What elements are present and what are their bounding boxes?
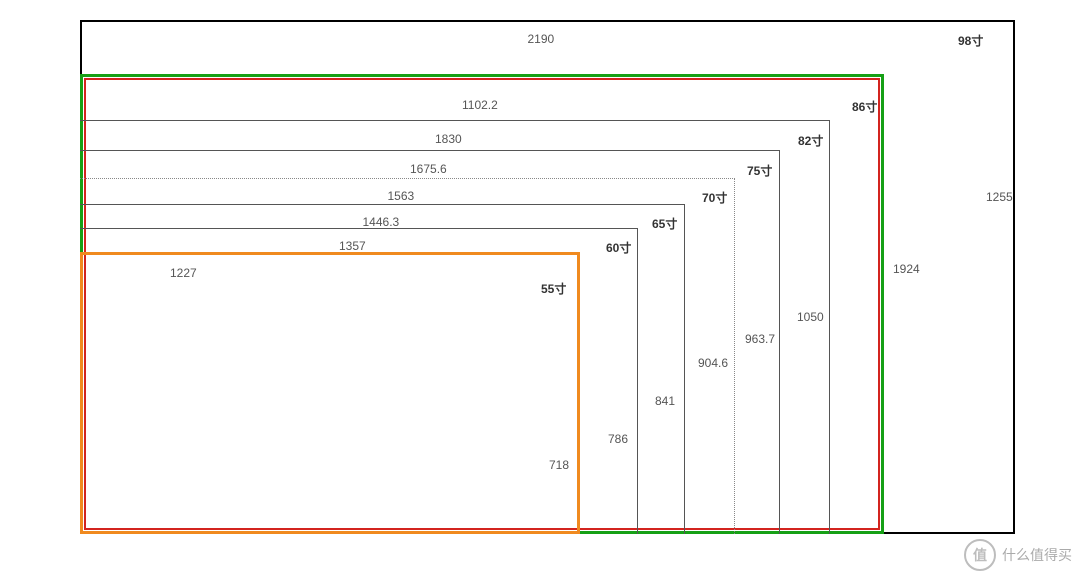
width-label-b55: 1227 <box>170 266 197 280</box>
size-label-b82: 82寸 <box>798 132 823 149</box>
height-label-b60: 786 <box>608 432 628 446</box>
width-label-b86: 1102.2 <box>462 98 498 112</box>
watermark-icon: 值 <box>964 539 996 571</box>
size-label-b65: 65寸 <box>652 215 677 232</box>
width-label-b82: 1830 <box>435 132 462 146</box>
height-label-b86: 1924 <box>893 262 920 276</box>
watermark-text: 什么值得买 <box>1002 545 1072 565</box>
size-label-b70: 70寸 <box>702 189 727 206</box>
size-label-b55: 55寸 <box>541 280 566 297</box>
width-label-b98: 2190 <box>528 32 555 46</box>
width-label-b75: 1675.6 <box>410 162 447 176</box>
size-label-b98: 98寸 <box>958 32 983 49</box>
size-label-b86: 86寸 <box>852 98 877 115</box>
watermark: 值 什么值得买 <box>964 539 1072 571</box>
width-label-b60: 1357 <box>339 239 366 253</box>
height-label-b82: 1050 <box>797 310 824 324</box>
tv-size-diagram: 2190 98寸 1255 1102.2 86寸 1924 1830 82寸 1050 1675.… <box>0 0 1080 579</box>
height-label-b70: 904.6 <box>698 356 728 370</box>
height-label-b55: 718 <box>549 458 569 472</box>
size-label-b60: 60寸 <box>606 239 631 256</box>
width-label-b70: 1563 <box>388 189 415 203</box>
screen-outline-b55 <box>80 252 580 534</box>
height-label-b98: 1255 <box>986 190 1013 204</box>
height-label-b65: 841 <box>655 394 675 408</box>
height-label-b75: 963.7 <box>745 332 775 346</box>
size-label-b75: 75寸 <box>747 162 772 179</box>
width-label-b65: 1446.3 <box>363 215 400 229</box>
